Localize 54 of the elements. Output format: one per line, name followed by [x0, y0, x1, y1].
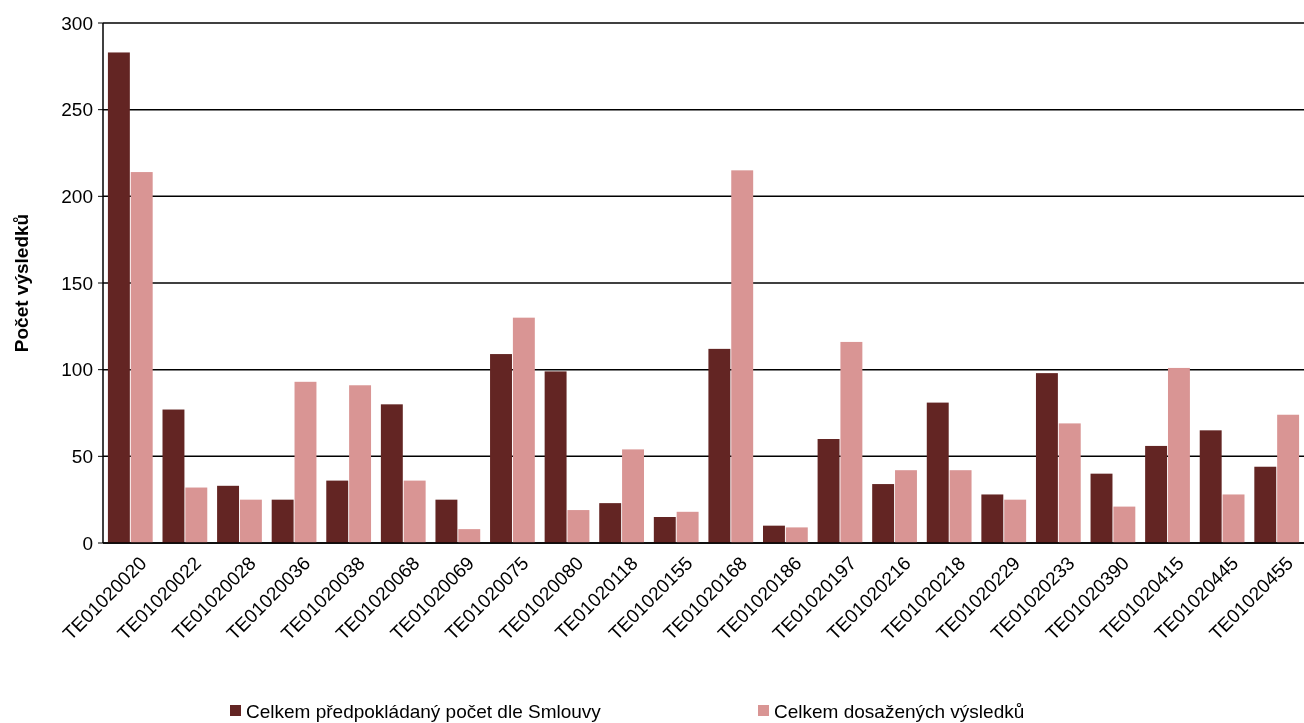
bar [544, 371, 567, 543]
bar [490, 354, 512, 543]
bar [981, 494, 1004, 543]
bar [840, 341, 863, 543]
bar [1004, 499, 1027, 543]
bar [239, 499, 262, 543]
y-tick-label: 100 [61, 359, 93, 381]
bar [349, 385, 372, 543]
legend-label: Celkem dosažených výsledků [774, 700, 1025, 722]
bar [763, 525, 785, 543]
bar [1277, 414, 1300, 543]
bar [676, 511, 699, 543]
y-tick-label: 200 [61, 185, 93, 207]
bar [926, 402, 949, 543]
y-tick-label: 0 [82, 532, 93, 554]
bar [599, 503, 622, 543]
bar [622, 449, 644, 543]
bar [130, 172, 153, 543]
bar [435, 499, 458, 543]
bar [1254, 466, 1277, 543]
bar [162, 409, 185, 543]
bar [403, 480, 426, 543]
bar [107, 52, 130, 543]
bar [458, 529, 481, 543]
bar [817, 439, 840, 543]
bar [567, 510, 590, 543]
bar [326, 480, 349, 543]
bar [731, 170, 754, 543]
y-tick-label: 250 [61, 99, 93, 121]
bar [217, 485, 240, 543]
bar [1145, 445, 1168, 543]
y-tick-label: 50 [71, 445, 93, 467]
legend-label: Celkem předpokládaný počet dle Smlouvy [246, 700, 602, 722]
bar [185, 487, 208, 543]
bar [294, 381, 317, 543]
bar [785, 527, 808, 543]
bar [1167, 367, 1190, 543]
bar [380, 404, 403, 543]
bar [949, 470, 972, 543]
bar [1113, 506, 1136, 543]
bar [1058, 423, 1081, 543]
bar [512, 317, 535, 543]
bar [708, 348, 731, 543]
bar [1222, 494, 1245, 543]
y-tick-label: 150 [61, 272, 93, 294]
y-tick-label: 300 [61, 12, 93, 34]
bar [271, 499, 294, 543]
bar [653, 517, 676, 543]
bar [1090, 473, 1113, 543]
bar [872, 484, 895, 543]
y-axis-title: Počet výsledků [11, 213, 32, 353]
bar [1035, 373, 1058, 543]
bar [895, 470, 917, 543]
bar [1199, 430, 1222, 543]
